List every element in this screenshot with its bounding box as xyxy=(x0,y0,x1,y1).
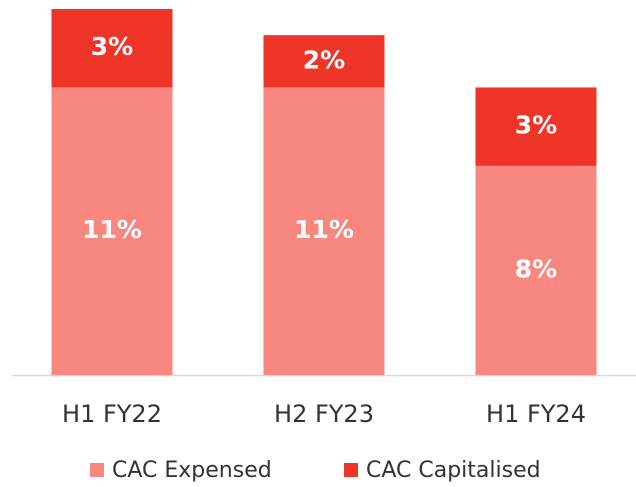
bar-segment xyxy=(51,9,173,88)
data-label: 8% xyxy=(515,254,557,283)
bar-segment xyxy=(51,87,173,375)
x-tick-label: H2 FY23 xyxy=(274,400,374,428)
bar-segment xyxy=(263,35,385,88)
legend-swatch xyxy=(344,463,358,477)
x-tick-label: H1 FY24 xyxy=(486,400,586,428)
legend-swatch xyxy=(90,463,104,477)
data-label: 11% xyxy=(294,215,354,244)
bar-segment xyxy=(263,87,385,375)
data-label: 2% xyxy=(303,45,345,74)
legend-label: CAC Expensed xyxy=(112,458,272,483)
legend-label: CAC Capitalised xyxy=(366,458,541,483)
bar-segment xyxy=(475,87,597,166)
x-tick-label: H1 FY22 xyxy=(62,400,162,428)
data-label: 3% xyxy=(515,111,557,140)
bar-segment xyxy=(475,165,597,375)
data-label: 11% xyxy=(82,215,142,244)
data-label: 3% xyxy=(91,32,133,61)
